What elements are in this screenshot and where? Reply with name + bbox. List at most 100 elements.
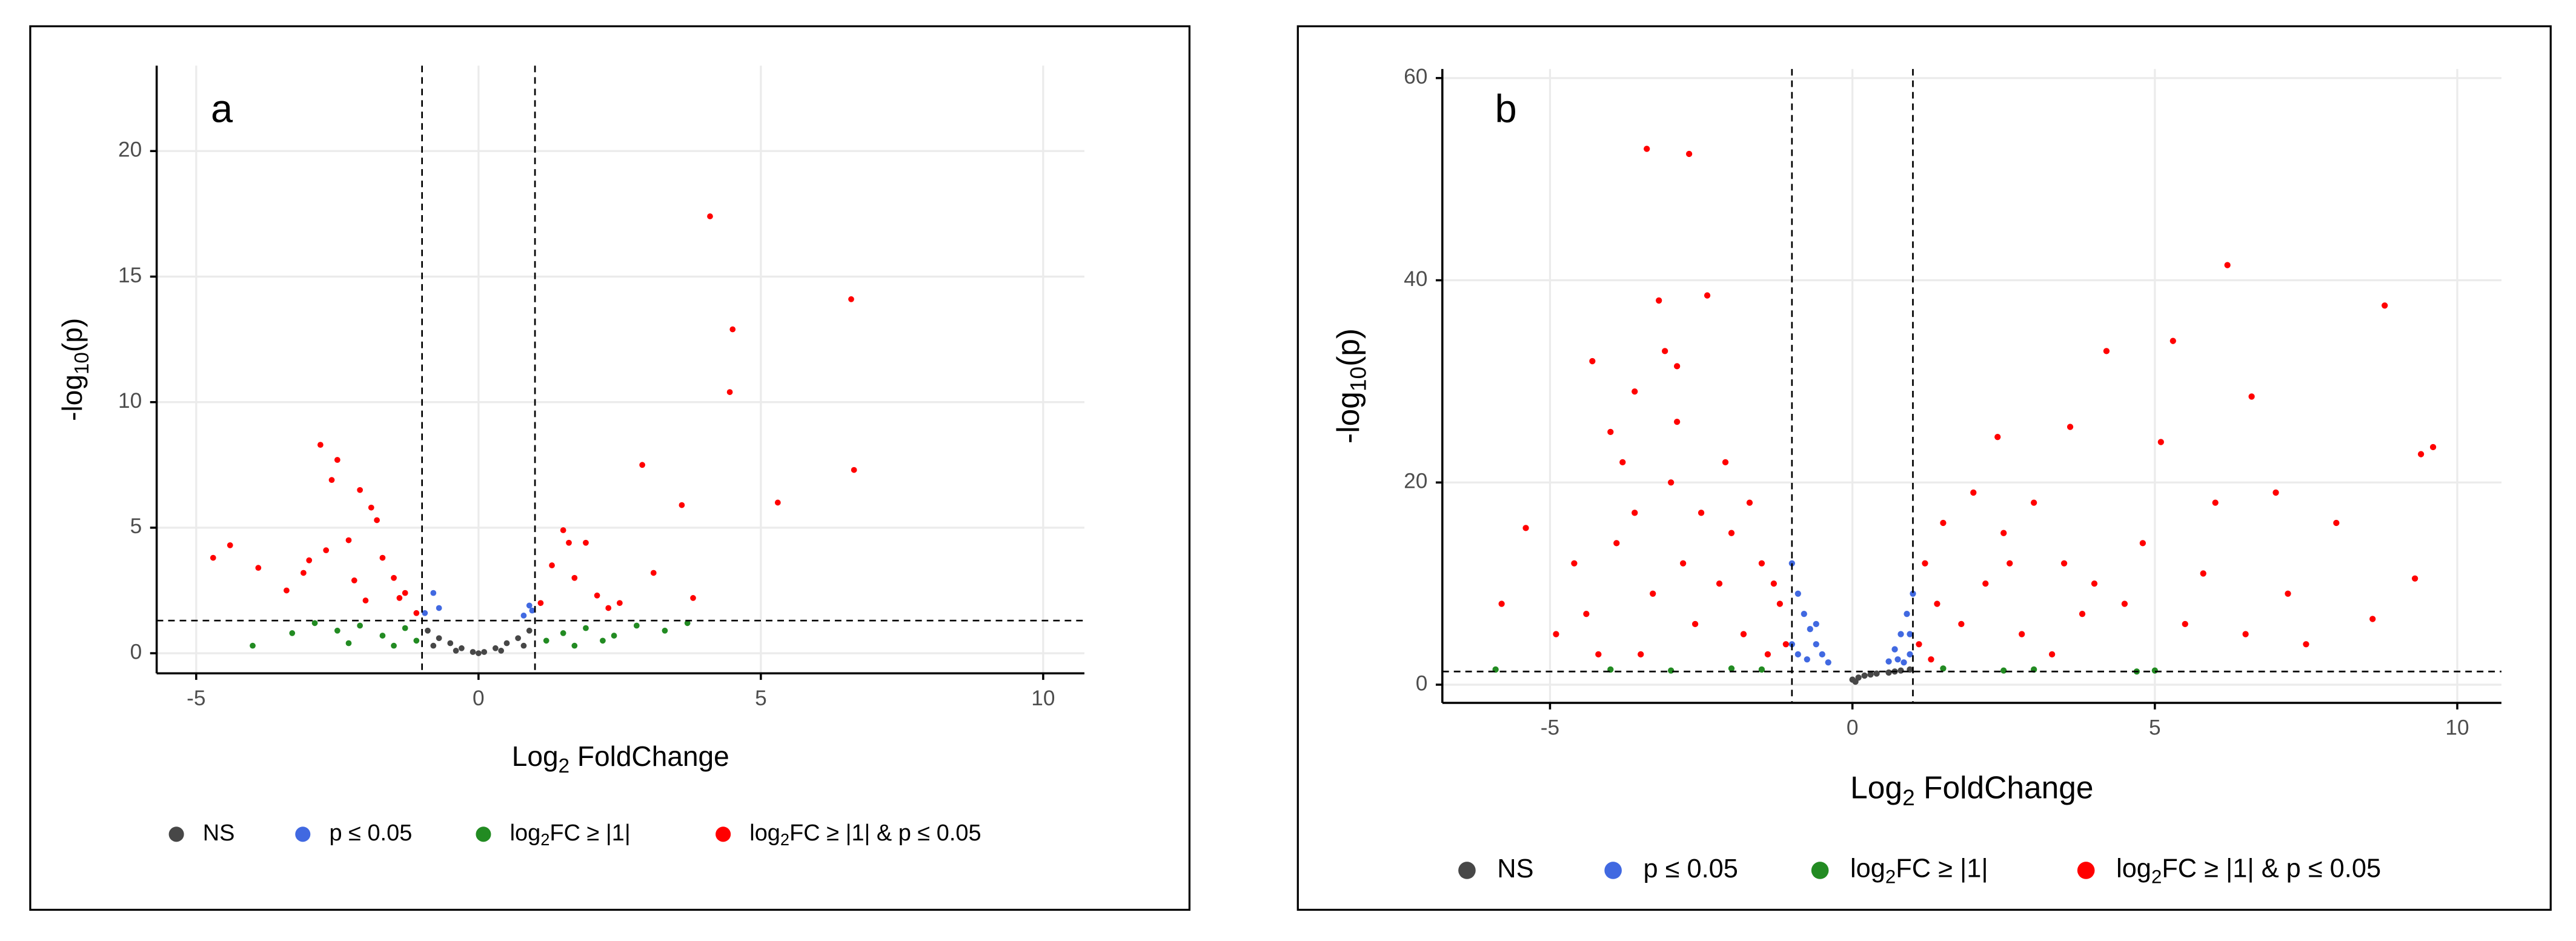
point [1958,620,1965,628]
panel-frame [29,25,1191,911]
x-tick-label: 0 [473,687,485,710]
point [1638,651,1644,658]
point [430,590,437,596]
point [679,502,685,508]
point [2066,424,2074,430]
point [357,487,363,493]
point [317,442,324,448]
legend-marker [295,826,311,842]
point [1722,459,1729,466]
point [1607,428,1614,435]
point [430,642,437,649]
point [690,595,696,601]
point [492,645,499,651]
point [1685,150,1693,158]
point [1852,678,1859,685]
point [848,296,854,302]
point [1728,665,1735,672]
point [2000,667,2007,674]
y-axis-title: -log10(p) [56,318,93,421]
y-tick-label: 5 [130,514,142,538]
point [2200,570,2206,577]
point [526,602,533,609]
point [1673,363,1681,370]
point [1746,499,1753,506]
point [684,620,691,627]
point [379,633,386,639]
point [1940,519,1947,527]
point [1819,651,1825,658]
point [1691,620,1699,628]
point [2417,451,2425,457]
point [1595,651,1602,658]
point [1934,600,1940,607]
point [436,605,442,611]
point [2303,641,2309,648]
point [255,565,262,571]
y-axis-title: -log10(p) [1330,328,1371,444]
point [1668,667,1675,674]
point [311,620,318,627]
legend-label: log2FC ≥ |1| [510,820,631,850]
point [436,635,442,642]
point [520,642,527,649]
point [537,600,544,607]
point [1891,646,1898,653]
point [2182,620,2188,628]
point [566,539,572,546]
point [1758,666,1765,673]
point [1910,590,1916,597]
y-tick-label: 0 [130,640,142,663]
point [1764,651,1771,658]
point [520,613,527,619]
point [1782,641,1789,648]
point [402,625,408,631]
point [1940,665,1947,672]
point [1613,540,1620,547]
point [1619,459,1626,466]
point [284,587,290,594]
point [2212,499,2219,506]
point [210,554,216,561]
point [475,650,482,656]
x-tick-label: 10 [1031,687,1055,710]
point [391,642,397,649]
legend-marker [476,826,491,842]
point [227,542,233,548]
point [594,592,600,599]
legend-marker [168,826,184,842]
point [362,597,369,604]
point [1894,656,1901,663]
point [1907,651,1913,658]
point [1583,611,1590,617]
point [1704,292,1711,299]
point [2157,439,2164,445]
point [459,645,465,651]
point [300,570,307,576]
x-axis-title: Log2 FoldChange [1850,770,2093,810]
point [1807,626,1813,633]
point [1804,656,1810,663]
point [328,477,335,484]
point [1867,671,1874,678]
point [729,326,736,333]
point [605,605,612,611]
point [368,504,374,511]
point [529,607,536,614]
point [1794,651,1801,658]
point [1916,641,1922,648]
point [1825,659,1831,666]
point [571,642,578,649]
point [425,627,431,634]
legend-marker [1458,862,1476,879]
point [345,640,352,647]
point [351,577,357,584]
point [2103,348,2110,354]
point [1776,600,1784,607]
legend-label: log2FC ≥ |1| & p ≤ 0.05 [2116,854,2381,888]
point [549,562,555,568]
legend-label: p ≤ 0.05 [329,820,412,846]
x-axis-title: Log2 FoldChange [512,740,729,777]
point [583,625,589,631]
